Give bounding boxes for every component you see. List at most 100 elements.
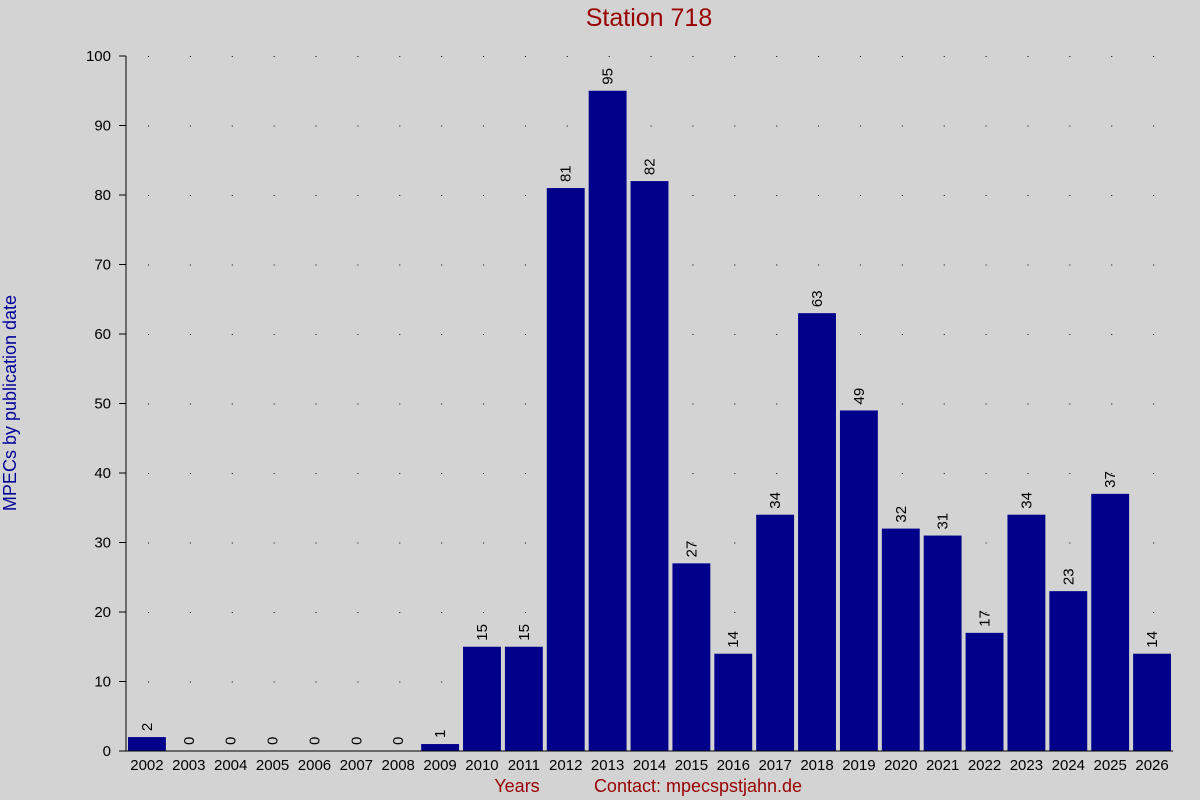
grid-dot bbox=[776, 125, 778, 127]
x-tick-label-2006: 2006 bbox=[298, 757, 331, 774]
grid-dot bbox=[1069, 56, 1071, 57]
grid-dot bbox=[985, 473, 987, 474]
grid-dot bbox=[1069, 403, 1071, 405]
grid-dot bbox=[943, 56, 945, 57]
bar-2020 bbox=[881, 528, 920, 751]
grid-dot bbox=[441, 681, 443, 683]
grid-dot bbox=[524, 125, 526, 127]
grid-dot bbox=[524, 473, 526, 474]
x-tick-label-2020: 2020 bbox=[884, 757, 917, 774]
grid-dot bbox=[1111, 264, 1113, 266]
x-tick-label-2011: 2011 bbox=[508, 757, 540, 774]
grid-dot bbox=[189, 542, 191, 544]
grid-dot bbox=[776, 195, 778, 196]
grid-dot bbox=[943, 125, 945, 127]
grid-dot bbox=[231, 334, 233, 335]
x-tick-label-2004: 2004 bbox=[214, 757, 247, 774]
grid-dot bbox=[399, 264, 401, 266]
data-label-2003: 0 bbox=[181, 737, 198, 745]
x-ticks: 2002 2003 2004 2005 2006 2007 2008 2009 2010 2011… bbox=[130, 757, 1168, 774]
grid-dot bbox=[901, 195, 903, 196]
y-tick-label: 40 bbox=[94, 465, 111, 482]
grid-dot bbox=[734, 612, 736, 613]
y-tick-label: 60 bbox=[94, 326, 111, 343]
y-tick-label: 10 bbox=[94, 674, 111, 691]
grid-dot bbox=[315, 542, 317, 544]
grid-dot bbox=[943, 473, 945, 474]
grid-dot bbox=[734, 125, 736, 127]
grid-dot bbox=[901, 56, 903, 57]
grid-dot bbox=[273, 264, 275, 266]
grid-dot bbox=[231, 612, 233, 613]
grid-dot bbox=[524, 403, 526, 405]
data-label-2016: 14 bbox=[725, 631, 742, 648]
data-label-2006: 0 bbox=[306, 737, 323, 745]
grid-dot bbox=[441, 264, 443, 266]
grid-dot bbox=[1111, 403, 1113, 405]
grid-dot bbox=[148, 681, 149, 683]
x-axis-label: Years bbox=[494, 776, 539, 796]
grid-dot bbox=[148, 473, 149, 474]
data-label-2019: 49 bbox=[851, 388, 868, 405]
grid-dot bbox=[1153, 542, 1155, 544]
grid-dot bbox=[148, 334, 149, 335]
x-tick-label-2023: 2023 bbox=[1010, 757, 1043, 774]
grid-dot bbox=[859, 264, 861, 266]
grid-dot bbox=[148, 264, 149, 266]
grid-dot bbox=[441, 125, 443, 127]
x-tick-label-2010: 2010 bbox=[465, 757, 498, 774]
y-tick-label: 80 bbox=[94, 187, 111, 204]
grid-dot bbox=[608, 56, 610, 57]
bar-2015 bbox=[672, 563, 711, 751]
x-tick-label-2026: 2026 bbox=[1135, 757, 1168, 774]
x-tick-label-2013: 2013 bbox=[591, 757, 624, 774]
grid-dot bbox=[985, 125, 987, 127]
grid-dot bbox=[399, 56, 401, 57]
grid-dot bbox=[734, 56, 736, 57]
grid-dot bbox=[231, 403, 233, 405]
grid-dot bbox=[441, 334, 443, 335]
bar-2014 bbox=[630, 181, 669, 752]
x-tick-label-2009: 2009 bbox=[423, 757, 456, 774]
bars bbox=[128, 90, 1171, 752]
grid-dot bbox=[231, 195, 233, 196]
grid-dot bbox=[189, 473, 191, 474]
grid-dot bbox=[483, 542, 485, 544]
data-label-2011: 15 bbox=[516, 624, 533, 641]
grid-dot bbox=[692, 125, 694, 127]
grid-dot bbox=[357, 195, 359, 196]
grid-dot bbox=[985, 612, 987, 613]
grid-dot bbox=[483, 612, 485, 613]
x-tick-label-2015: 2015 bbox=[675, 757, 708, 774]
grid-dot bbox=[148, 125, 149, 127]
x-tick-label-2024: 2024 bbox=[1052, 757, 1085, 774]
grid-dot bbox=[315, 264, 317, 266]
grid-dot bbox=[441, 473, 443, 474]
x-tick-label-2012: 2012 bbox=[549, 757, 582, 774]
data-label-2025: 37 bbox=[1102, 471, 1119, 488]
grid-dot bbox=[1153, 473, 1155, 474]
grid-dot bbox=[901, 125, 903, 127]
grid-dot bbox=[524, 264, 526, 266]
grid-dot bbox=[148, 195, 149, 196]
grid-dot bbox=[273, 473, 275, 474]
grid-dot bbox=[441, 56, 443, 57]
grid-dot bbox=[818, 125, 820, 127]
x-tick-label-2017: 2017 bbox=[758, 757, 791, 774]
grid-dot bbox=[985, 334, 987, 335]
data-labels: 2 0 0 0 0 0 0 1 15 15 81 95 82 27 14 34 63 49 32 31 17 34 23 37… bbox=[139, 68, 1161, 745]
grid-dot bbox=[441, 403, 443, 405]
grid-dot bbox=[399, 195, 401, 196]
grid-dot bbox=[524, 542, 526, 544]
grid-dot bbox=[859, 195, 861, 196]
y-tick-label: 0 bbox=[103, 743, 111, 760]
x-tick-label-2014: 2014 bbox=[633, 757, 666, 774]
grid-dot bbox=[189, 612, 191, 613]
grid-dot bbox=[818, 56, 820, 57]
grid-dot bbox=[566, 125, 568, 127]
grid-dot bbox=[734, 542, 736, 544]
grid-dot bbox=[483, 56, 485, 57]
grid-dot bbox=[692, 264, 694, 266]
grid-dot bbox=[943, 264, 945, 266]
x-tick-label-2007: 2007 bbox=[340, 757, 373, 774]
